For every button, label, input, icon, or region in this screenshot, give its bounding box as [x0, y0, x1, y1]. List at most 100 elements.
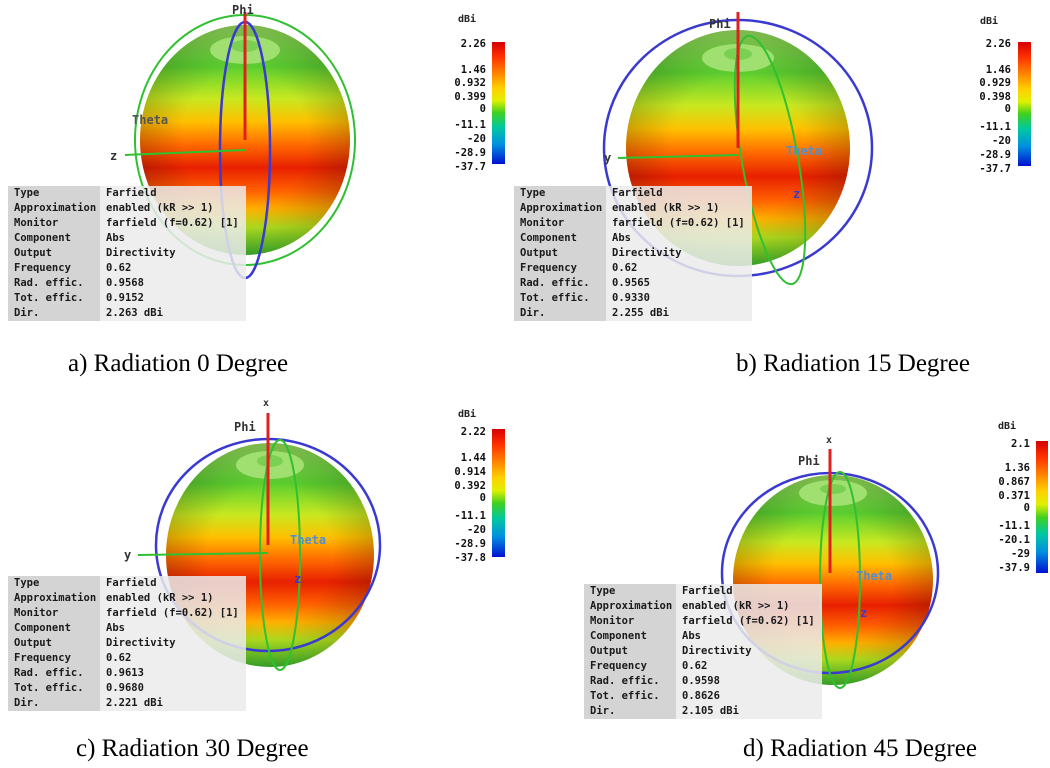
info-value: 0.9568	[100, 276, 246, 291]
scale-bar-d	[1036, 441, 1048, 573]
info-table-d: Type Farfield Approximation enabled (kR >>…	[584, 584, 822, 719]
tick-d-8: -37.9	[998, 562, 1030, 574]
axis-label-up-b: Phi	[709, 17, 731, 31]
info-row: Monitor farfield (f=0.62) [1]	[584, 614, 822, 629]
info-key: Approximation	[8, 591, 100, 606]
info-key: Rad. effic.	[514, 276, 606, 291]
info-key: Component	[514, 231, 606, 246]
info-value: Abs	[676, 629, 822, 644]
axis-label-top-c: x	[263, 398, 269, 409]
info-row: Component Abs	[584, 629, 822, 644]
theta-ring-b	[733, 34, 807, 286]
tick-c-8: -37.8	[454, 552, 486, 564]
info-key: Monitor	[584, 614, 676, 629]
tick-d-5: -11.1	[998, 520, 1030, 532]
info-value: enabled (kR >> 1)	[100, 201, 246, 216]
axis-label-mid-d: Theta	[856, 569, 892, 583]
tick-d-0: 2.1	[1011, 438, 1030, 450]
panel-a: Phi z Theta dBi 2.26 1.46 0.932 0.399 0 …	[0, 0, 525, 384]
info-key: Component	[8, 621, 100, 636]
info-row: Output Directivity	[584, 644, 822, 659]
tick-c-3: 0.392	[454, 480, 486, 492]
info-row: Dir. 2.221 dBi	[8, 696, 246, 711]
info-value: Directivity	[100, 246, 246, 261]
info-key: Tot. effic.	[8, 681, 100, 696]
info-row: Tot. effic. 0.8626	[584, 689, 822, 704]
info-row: Rad. effic. 0.9565	[514, 276, 752, 291]
tick-a-1: 1.46	[461, 64, 486, 76]
tick-d-1: 1.36	[1005, 462, 1030, 474]
info-value: Farfield	[606, 186, 752, 201]
tick-d-4: 0	[1024, 502, 1030, 514]
axis-label-up-d: Phi	[798, 454, 820, 468]
info-key: Type	[514, 186, 606, 201]
info-row: Type Farfield	[8, 576, 246, 591]
caption-a: a) Radiation 0 Degree	[68, 350, 289, 377]
panel-c: x Phi y Theta z dBi 2.22 1.44 0.914 0.39…	[0, 395, 525, 768]
info-key: Output	[514, 246, 606, 261]
info-key: Monitor	[8, 216, 100, 231]
tick-b-0: 2.26	[986, 38, 1011, 50]
info-value: 0.62	[100, 651, 246, 666]
info-value: enabled (kR >> 1)	[606, 201, 752, 216]
info-key: Dir.	[8, 306, 100, 321]
info-value: 0.62	[606, 261, 752, 276]
axis-label-left-b: y	[604, 151, 611, 165]
z-axis-a	[124, 149, 246, 156]
axis-label-mid-b: Theta	[786, 144, 822, 158]
info-row: Monitor farfield (f=0.62) [1]	[8, 606, 246, 621]
info-row: Approximation enabled (kR >> 1)	[8, 201, 246, 216]
tick-c-5: -11.1	[454, 510, 486, 522]
color-scale-d: dBi 2.1 1.36 0.867 0.371 0 -11.1 -20.1 -…	[998, 420, 1048, 574]
tick-a-8: -37.7	[454, 161, 486, 173]
theta-ring-d	[819, 471, 861, 689]
tick-d-6: -20.1	[998, 534, 1030, 546]
tick-c-4: 0	[480, 492, 486, 504]
info-row: Component Abs	[8, 621, 246, 636]
info-row: Approximation enabled (kR >> 1)	[584, 599, 822, 614]
caption-c: c) Radiation 30 Degree	[76, 735, 309, 762]
info-value: 0.9613	[100, 666, 246, 681]
info-row: Monitor farfield (f=0.62) [1]	[514, 216, 752, 231]
info-key: Type	[584, 584, 676, 599]
info-key: Frequency	[514, 261, 606, 276]
axis-label-up-a: Phi	[232, 3, 254, 17]
info-row: Output Directivity	[514, 246, 752, 261]
info-key: Rad. effic.	[8, 666, 100, 681]
tick-b-4: 0	[1005, 103, 1011, 115]
info-value: farfield (f=0.62) [1]	[676, 614, 822, 629]
axis-label-right-d: z	[860, 606, 867, 620]
info-key: Monitor	[514, 216, 606, 231]
info-row: Tot. effic. 0.9152	[8, 291, 246, 306]
info-key: Component	[584, 629, 676, 644]
info-key: Approximation	[584, 599, 676, 614]
info-value: Farfield	[676, 584, 822, 599]
info-row: Tot. effic. 0.9330	[514, 291, 752, 306]
info-table-c: Type Farfield Approximation enabled (kR >>…	[8, 576, 246, 711]
y-axis-b	[617, 154, 739, 159]
scale-bar-c	[492, 429, 505, 557]
info-row: Frequency 0.62	[8, 651, 246, 666]
info-key: Rad. effic.	[584, 674, 676, 689]
info-key: Approximation	[8, 201, 100, 216]
info-row: Monitor farfield (f=0.62) [1]	[8, 216, 246, 231]
info-row: Type Farfield	[514, 186, 752, 201]
scale-unit-d: dBi	[998, 420, 1016, 432]
info-table-b: Type Farfield Approximation enabled (kR >>…	[514, 186, 752, 321]
tick-d-2: 0.867	[998, 476, 1030, 488]
info-key: Type	[8, 576, 100, 591]
info-value: Directivity	[606, 246, 752, 261]
info-key: Frequency	[8, 651, 100, 666]
tick-c-0: 2.22	[461, 426, 486, 438]
tick-a-5: -11.1	[454, 119, 486, 131]
tick-b-1: 1.46	[986, 64, 1011, 76]
tick-b-2: 0.929	[979, 77, 1011, 89]
info-value: 2.263 dBi	[100, 306, 246, 321]
tick-b-7: -28.9	[979, 149, 1011, 161]
color-scale-a: dBi 2.26 1.46 0.932 0.399 0 -11.1 -20 -2…	[454, 13, 505, 173]
info-value: Abs	[100, 621, 246, 636]
caption-b: b) Radiation 15 Degree	[736, 350, 970, 377]
tick-b-6: -20	[992, 135, 1011, 147]
info-value: Abs	[100, 231, 246, 246]
scale-unit-b: dBi	[980, 15, 998, 27]
